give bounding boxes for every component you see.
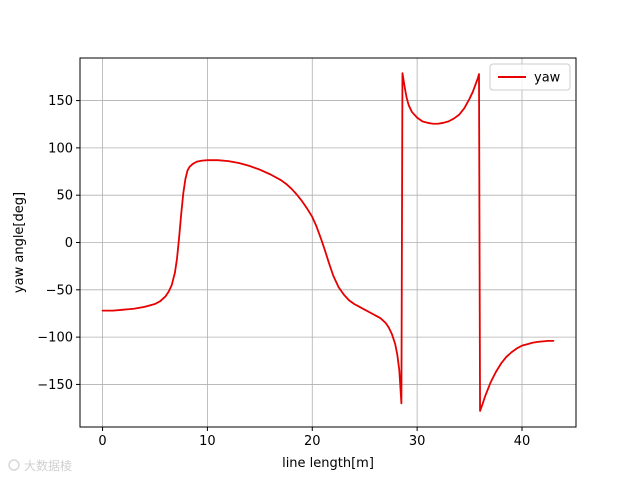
x-tick-label: 40 [514, 434, 531, 449]
legend: yaw [489, 63, 571, 91]
y-tick-label: −150 [37, 378, 73, 393]
y-tick-label: 50 [56, 189, 73, 204]
grid [80, 58, 576, 427]
legend-label-yaw: yaw [534, 71, 561, 86]
x-axis-label: line length[m] [282, 456, 374, 471]
x-tick-label: 20 [304, 434, 321, 449]
y-tick-label: 150 [48, 94, 73, 109]
series-line-yaw [101, 72, 555, 412]
plot-lines [101, 72, 555, 412]
y-tick-label: 100 [48, 141, 73, 156]
y-tick-label: −100 [37, 331, 73, 346]
watermark: 大数据棱 [8, 458, 72, 473]
x-tick-label: 10 [199, 434, 216, 449]
watermark-text: 大数据棱 [24, 458, 72, 473]
x-tick-label: 0 [98, 434, 106, 449]
legend-box [489, 63, 571, 91]
x-tick-label: 30 [409, 434, 426, 449]
watermark-logo-icon [8, 459, 20, 471]
y-axis-label: yaw angle[deg] [12, 192, 27, 293]
y-tick-label: 0 [65, 236, 73, 251]
y-tick-label: −50 [46, 283, 73, 298]
axis-ticks: 0 10 20 30 40 −150 −100 −50 0 50 100 150 [37, 94, 530, 449]
